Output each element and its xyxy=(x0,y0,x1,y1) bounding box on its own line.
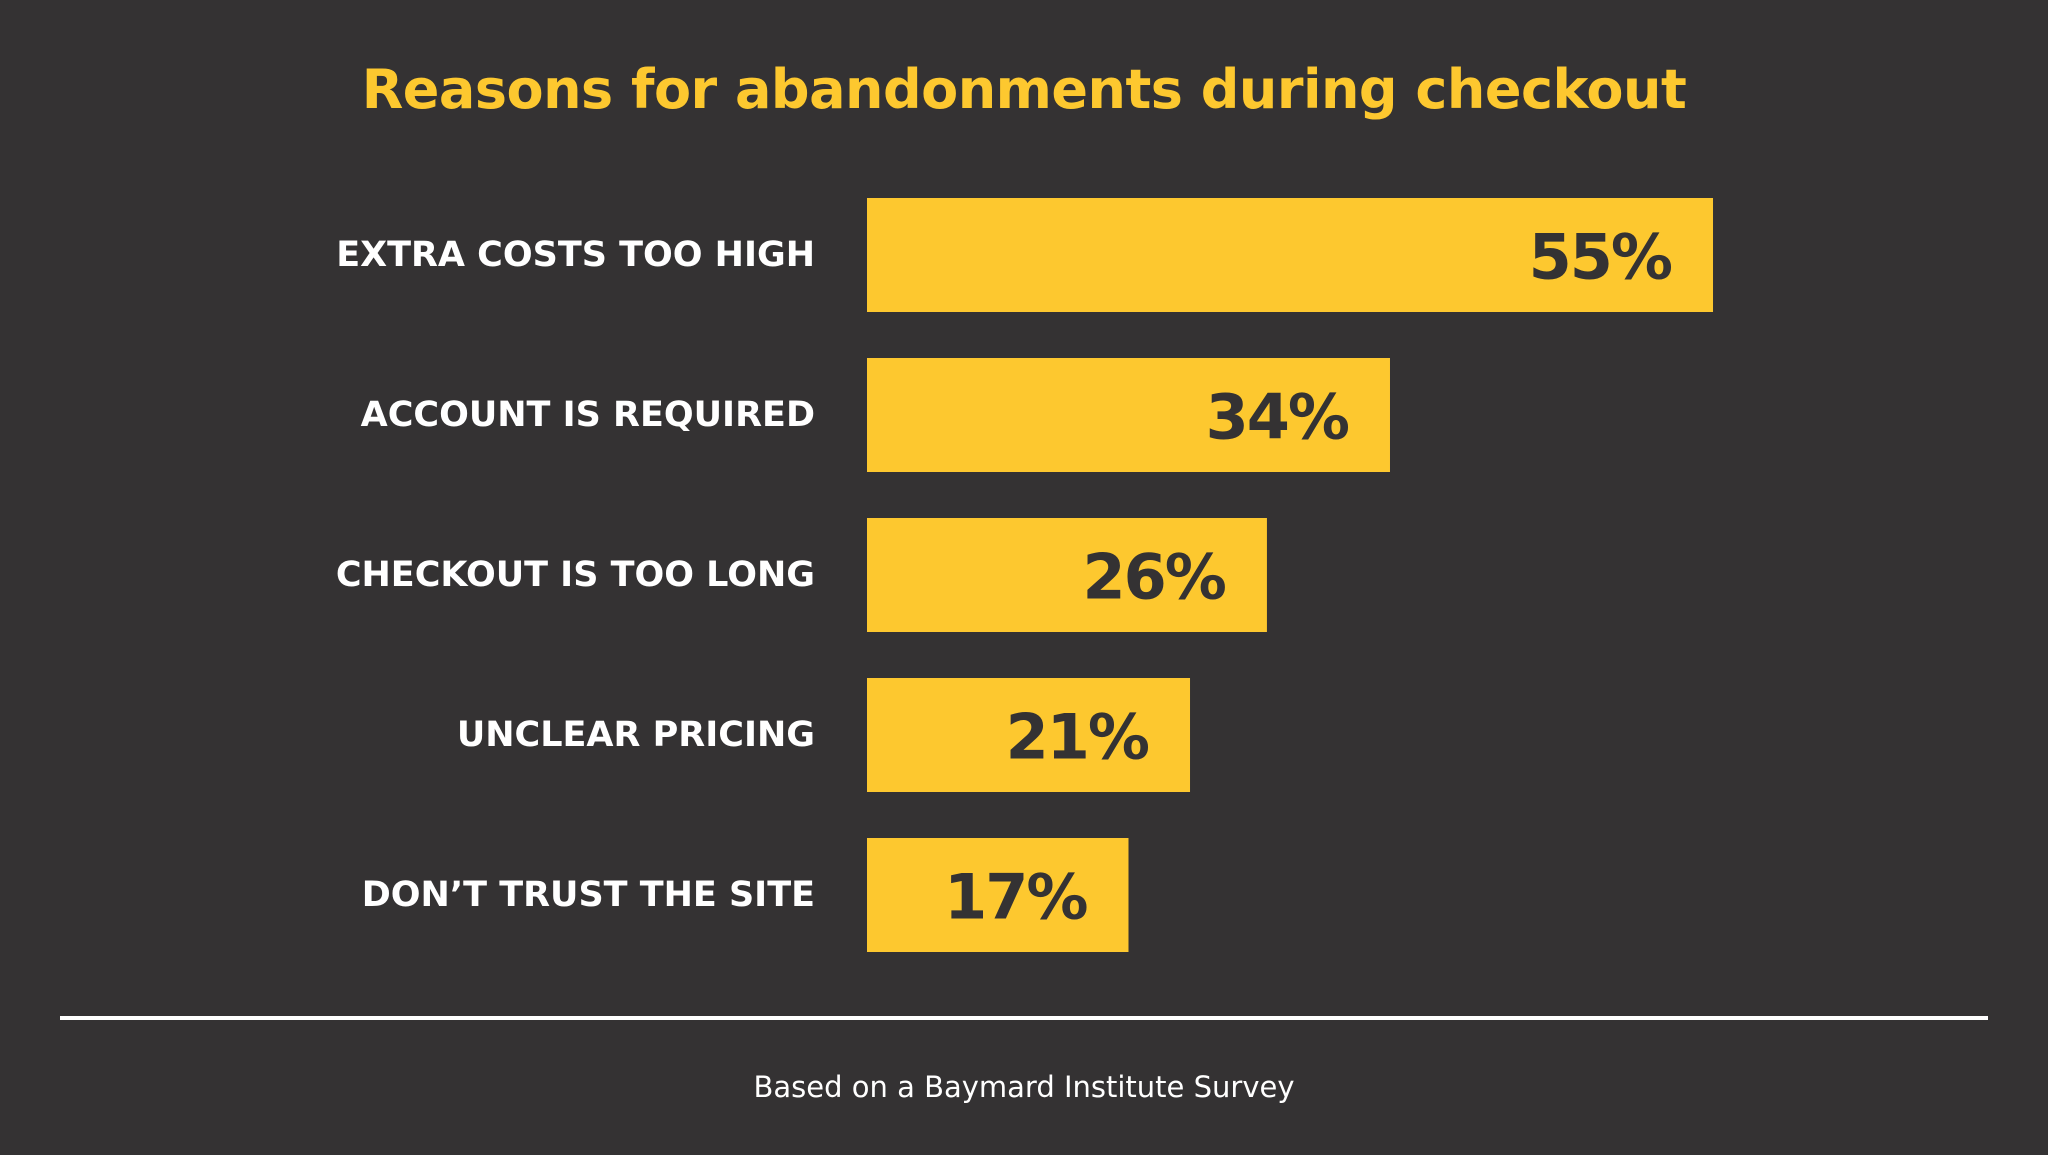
value-label: 34% xyxy=(1206,381,1349,454)
bar xyxy=(867,678,1191,792)
category-label: EXTRA COSTS TOO HIGH xyxy=(336,235,815,275)
value-label: 26% xyxy=(1083,541,1226,614)
bar xyxy=(867,838,1129,952)
category-label: CHECKOUT IS TOO LONG xyxy=(336,555,815,595)
category-label: ACCOUNT IS REQUIRED xyxy=(361,395,815,435)
category-label: DON’T TRUST THE SITE xyxy=(362,875,815,915)
footer-divider xyxy=(60,1016,1988,1020)
chart-title: Reasons for abandonments during checkout xyxy=(361,58,1687,121)
value-label: 21% xyxy=(1006,701,1149,774)
bar xyxy=(867,358,1390,472)
bar xyxy=(867,198,1714,312)
category-label: UNCLEAR PRICING xyxy=(457,715,815,755)
value-label: 17% xyxy=(944,861,1087,934)
source-note: Based on a Baymard Institute Survey xyxy=(753,1070,1295,1104)
bar xyxy=(867,518,1267,632)
value-label: 55% xyxy=(1529,221,1672,294)
